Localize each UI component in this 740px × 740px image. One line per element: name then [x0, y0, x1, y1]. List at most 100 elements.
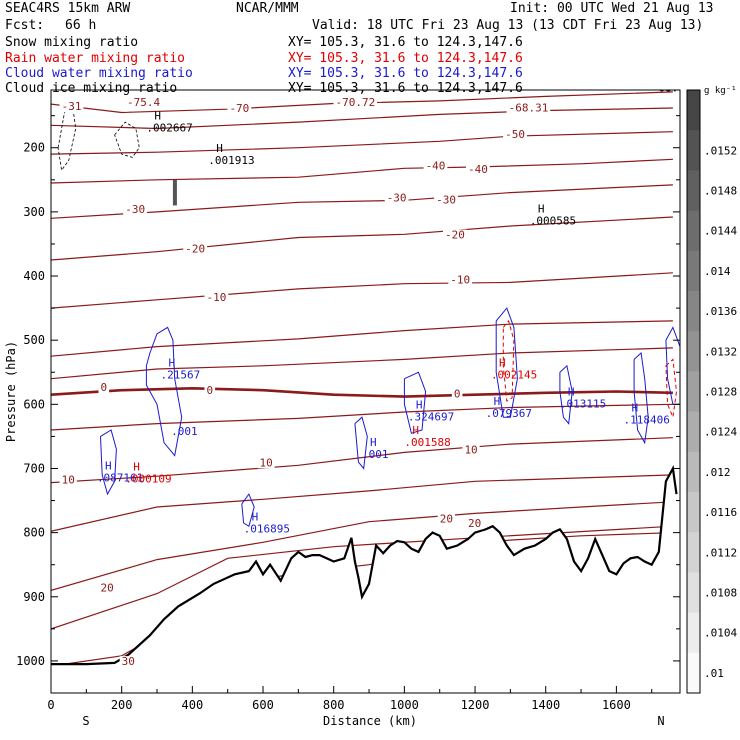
colorbar-cell [687, 572, 700, 614]
label-bg [423, 160, 448, 172]
colorbar-label: .0112 [704, 546, 737, 559]
x-tick-label: 1000 [390, 698, 419, 712]
label-bg [506, 102, 551, 114]
rain-water-value: .000109 [125, 473, 171, 486]
plot-frame [50, 89, 681, 694]
isotherm-label: -31 [62, 100, 82, 113]
colorbar-unit: g kg⁻¹ [704, 86, 737, 96]
colorbar-label: .0108 [704, 587, 737, 600]
cloud-water-contour [100, 429, 117, 496]
label-bg [503, 128, 527, 140]
x-tick-label: 1600 [602, 698, 631, 712]
terrain-fill [51, 468, 677, 693]
x-tick-label: 1200 [461, 698, 490, 712]
x-tick-label: 200 [111, 698, 133, 712]
snow-high-marker: H [216, 142, 223, 155]
colorbar-label: .012 [704, 466, 731, 479]
cloud-water-contour [665, 326, 680, 405]
y-tick-label: 900 [23, 590, 45, 604]
colorbar-label: .0132 [704, 345, 737, 358]
isotherm-label: 10 [62, 474, 75, 487]
label-bg [119, 656, 137, 668]
field-snow: Snow mixing ratio [5, 35, 139, 50]
isotherm-label: 10 [464, 443, 477, 456]
y-tick-label: 800 [23, 526, 45, 540]
y-axis-label: Pressure (hPa) [4, 341, 18, 442]
isotherm-label: -40 [468, 163, 488, 176]
isotherm-line [51, 386, 673, 398]
field-cloud-water: Cloud water mixing ratio [5, 66, 193, 81]
rain-water-high-marker: H [133, 461, 140, 474]
isotherm-label: 20 [100, 581, 113, 594]
x-tick-label: 600 [252, 698, 274, 712]
plot-area: -70 -70.72 -68.31 -75.4 -50 -40 -40 -30 -30 -30 -2… [51, 81, 692, 693]
label-bg [124, 96, 162, 108]
colorbar-cell [687, 532, 700, 573]
fcst-value: 66 h [65, 18, 97, 33]
y-tick-label: 700 [23, 461, 45, 475]
cloud-water-high-marker: H [631, 402, 638, 415]
isotherm-line [51, 501, 673, 591]
label-bg [465, 518, 484, 530]
colorbar-cell [687, 170, 700, 212]
x-axis-label: Distance (km) [323, 714, 417, 728]
label-bg [451, 388, 463, 400]
isotherm-line [51, 216, 673, 261]
field-cloud-ice-xy: XY= 105.3, 31.6 to 124.3,147.6 [288, 81, 523, 96]
colorbar-cell [687, 451, 700, 493]
isotherm-line [51, 320, 673, 357]
label-bg [437, 513, 455, 525]
label-bg [384, 192, 409, 204]
colorbar-cell [687, 331, 700, 372]
isotherm-label: -68.31 [509, 102, 549, 115]
snow-value: .001913 [208, 154, 254, 167]
colorbar-cell [687, 492, 700, 533]
cloud-water-value: .087161 [97, 471, 143, 484]
label-bg [227, 103, 252, 115]
isotherm-label: 0 [454, 388, 461, 401]
label-bg [462, 444, 480, 456]
label-bg [123, 203, 148, 215]
y-tick-label: 200 [23, 141, 45, 155]
field-rain-xy: XY= 105.3, 31.6 to 124.3,147.6 [288, 51, 523, 66]
rain-water-value: .001588 [404, 436, 450, 449]
isotherm-label: 10 [259, 456, 272, 469]
label-bg [183, 243, 208, 255]
cloud-water-value: .001 [362, 448, 389, 461]
snow-high-marker: H [538, 203, 545, 216]
colorbar-label: .0116 [704, 506, 737, 519]
label-bg [59, 101, 84, 113]
colorbar-label: .0124 [704, 426, 737, 439]
colorbar-label: .0144 [704, 225, 737, 238]
valid-time: Valid: 18 UTC Fri 23 Aug 13 (13 CDT Fri … [312, 18, 704, 33]
isotherm-line [51, 272, 673, 309]
isotherm-label: -30 [436, 193, 456, 206]
colorbar-cell [687, 250, 700, 292]
snow-value: -68.03 [652, 81, 692, 94]
rain-water-high-marker: H [412, 424, 419, 437]
colorbar-cell [687, 90, 700, 131]
label-bg [257, 457, 275, 469]
north-label: N [657, 714, 664, 728]
isotherm-label: -10 [450, 273, 470, 286]
isotherm-label: -30 [387, 191, 407, 204]
fcst-label: Fcst: [5, 18, 45, 33]
cloud-water-high-marker: H [370, 436, 377, 449]
label-bg [204, 384, 216, 396]
colorbar-cell [687, 652, 700, 694]
colorbar-cell [687, 210, 700, 252]
x-tick-label: 0 [47, 698, 54, 712]
isotherm-label: 0 [206, 384, 213, 397]
colorbar-label: .0148 [704, 185, 737, 198]
cloud-water-value: .016895 [244, 523, 290, 536]
isotherm-label: -75.4 [127, 96, 160, 109]
cloud-water-contour [633, 351, 649, 445]
isotherm-label: -50 [505, 128, 525, 141]
isotherm-line [51, 525, 673, 630]
cloud-water-high-marker: H [494, 395, 501, 408]
y-tick-label: 1000 [16, 654, 45, 668]
init-time: Init: 00 UTC Wed 21 Aug 13 [510, 1, 714, 16]
cloud-water-high-marker: H [416, 398, 423, 411]
cloud-water-high-marker: H [252, 511, 259, 524]
